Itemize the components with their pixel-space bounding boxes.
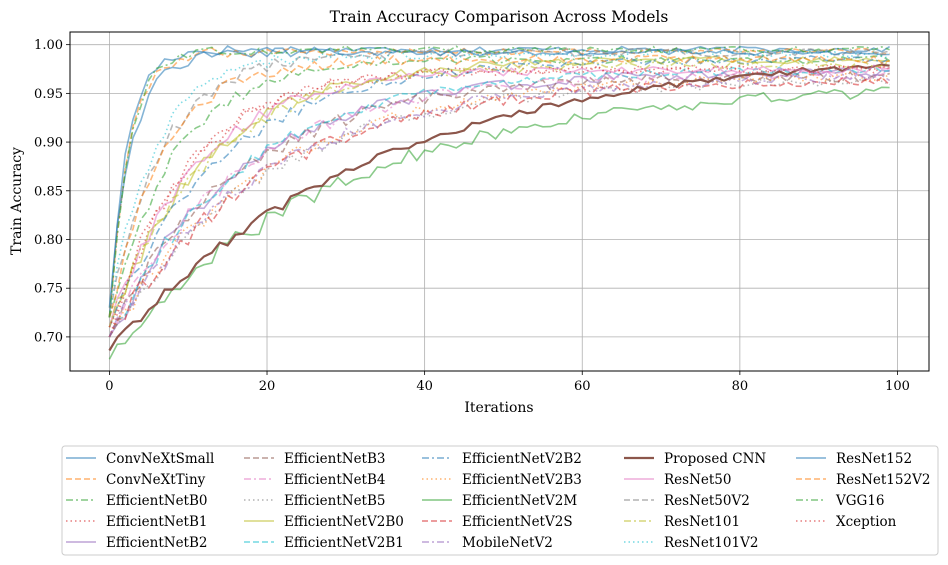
legend-label: ResNet50V2 bbox=[664, 493, 750, 509]
legend: ConvNeXtSmall ConvNeXtTiny EfficientNetB0 E… bbox=[66, 451, 930, 551]
x-tick-label: 80 bbox=[732, 379, 749, 394]
series-line-mobilenetv2 bbox=[108, 73, 891, 338]
legend-label: Xception bbox=[836, 514, 897, 530]
legend-label: Proposed CNN bbox=[664, 451, 766, 467]
legend-label: EfficientNetV2S bbox=[462, 514, 573, 530]
series-line-efficientnetv2b3 bbox=[108, 71, 891, 338]
series-line-resnet50 bbox=[108, 64, 890, 328]
legend-label: ResNet101V2 bbox=[664, 535, 758, 551]
legend-label: VGG16 bbox=[835, 493, 885, 509]
x-axis-title: Iterations bbox=[464, 400, 533, 416]
legend-label: ConvNeXtSmall bbox=[106, 451, 214, 467]
legend-label: EfficientNetV2B2 bbox=[462, 451, 582, 467]
y-tick-label: 0.90 bbox=[34, 136, 63, 151]
y-tick-label: 0.95 bbox=[34, 87, 63, 102]
legend-frame bbox=[61, 445, 939, 556]
series-line-proposed-cnn bbox=[108, 63, 890, 352]
legend-label: EfficientNetB4 bbox=[284, 472, 386, 488]
legend-label: EfficientNetV2B1 bbox=[284, 535, 404, 551]
legend-label: ResNet101 bbox=[664, 514, 740, 530]
legend-label: EfficientNetB0 bbox=[106, 493, 208, 509]
y-tick-label: 1.00 bbox=[34, 38, 63, 53]
series-line-resnet152v2 bbox=[108, 54, 890, 318]
x-tick-label: 0 bbox=[105, 379, 113, 394]
legend-label: ConvNeXtTiny bbox=[106, 472, 206, 488]
legend-label: EfficientNetB5 bbox=[284, 493, 386, 509]
plot-frame bbox=[69, 31, 930, 372]
legend-label: EfficientNetV2B0 bbox=[284, 514, 404, 530]
y-tick-label: 0.80 bbox=[34, 233, 63, 248]
y-tick-label: 0.75 bbox=[34, 282, 63, 297]
x-tick-label: 60 bbox=[574, 379, 591, 394]
series-line-efficientnetv2b1 bbox=[108, 65, 890, 338]
y-tick-label: 0.85 bbox=[34, 184, 63, 199]
series-line-resnet101v2 bbox=[108, 49, 890, 318]
series-line-convnextsmall bbox=[108, 45, 891, 318]
legend-label: EfficientNetV2B3 bbox=[462, 472, 582, 488]
legend-label: ResNet152 bbox=[836, 451, 912, 467]
y-tick-label: 0.70 bbox=[34, 330, 63, 345]
series-line-efficientnetb2 bbox=[108, 67, 890, 338]
x-tick-label: 100 bbox=[885, 379, 910, 394]
legend-label: EfficientNetB3 bbox=[284, 451, 386, 467]
legend-label: ResNet50 bbox=[664, 472, 732, 488]
x-tick-label: 40 bbox=[416, 379, 433, 394]
legend-label: MobileNetV2 bbox=[462, 535, 553, 551]
series-line-efficientnetb3 bbox=[108, 71, 890, 338]
chart-title: Train Accuracy Comparison Across Models bbox=[330, 8, 669, 26]
legend-label: EfficientNetB1 bbox=[106, 514, 208, 530]
series-line-resnet101 bbox=[108, 59, 890, 328]
series-line-efficientnetv2s bbox=[108, 76, 891, 338]
legend-label: EfficientNetV2M bbox=[462, 493, 577, 509]
y-axis-title: Train Accuracy bbox=[9, 147, 25, 255]
series-line-vgg16 bbox=[108, 44, 890, 318]
series-line-efficientnetb1 bbox=[108, 64, 890, 338]
series-line-resnet152 bbox=[108, 47, 890, 308]
plot-area bbox=[108, 44, 891, 360]
series-line-efficientnetv2m bbox=[108, 86, 890, 360]
y-axis-ticks: 0.70 0.75 0.80 0.85 0.90 0.95 1.00 bbox=[34, 38, 70, 345]
legend-label: EfficientNetB2 bbox=[106, 535, 208, 551]
legend-label: ResNet152V2 bbox=[836, 472, 930, 488]
series-line-efficientnetb4 bbox=[108, 69, 890, 338]
x-tick-label: 20 bbox=[259, 379, 276, 394]
series-line-efficientnetb0 bbox=[108, 54, 891, 318]
x-axis-ticks: 0 20 40 60 80 100 bbox=[105, 371, 910, 394]
